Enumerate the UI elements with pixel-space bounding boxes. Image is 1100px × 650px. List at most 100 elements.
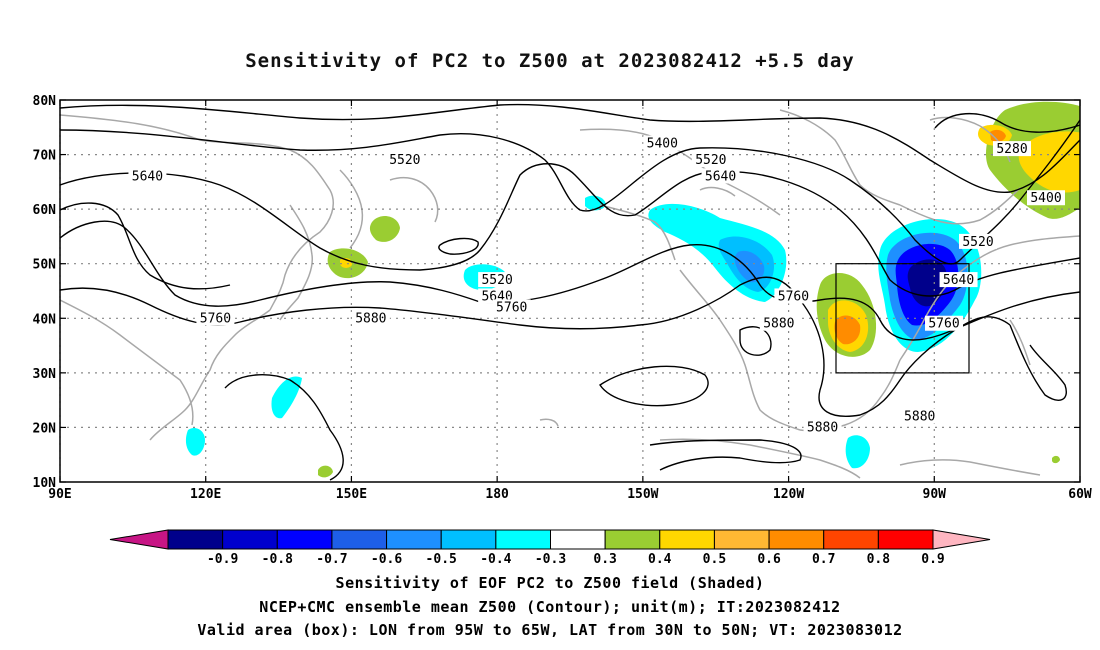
contour-label: 5520 <box>962 235 993 250</box>
contour-5640-west <box>60 202 231 290</box>
shade-negative-west-pacific <box>271 376 302 419</box>
y-tick-label: 80N <box>33 94 57 109</box>
contour-5880-low-b <box>224 374 344 481</box>
contour-label: 5760 <box>928 317 959 332</box>
colorbar-label: -0.6 <box>371 552 402 567</box>
footer-line-1: Sensitivity of EOF PC2 to Z500 field (Sh… <box>335 574 765 592</box>
contour-label-bg <box>774 288 813 304</box>
colorbar: -0.9 -0.8 -0.7 -0.6 -0.5 -0.4 -0.3 0.3 0.4 0.5 0.6… <box>109 529 991 567</box>
contour-label-bg <box>351 310 390 326</box>
contour-label-bg <box>385 152 424 168</box>
colorbar-label: -0.4 <box>480 552 511 567</box>
colorbar-label: 0.3 <box>593 552 616 567</box>
colorbar-swatch <box>877 529 934 550</box>
x-tick-label: 120E <box>190 487 221 502</box>
contour-5280 <box>934 112 1080 133</box>
colorbar-label: 0.9 <box>921 552 944 567</box>
shade-negative-pacific-northwest-core <box>734 250 765 283</box>
contour-label-bg <box>478 272 517 288</box>
contour-label: 5520 <box>481 273 512 288</box>
contour-5640-small-low <box>438 237 479 255</box>
contour-5520 <box>60 119 1080 265</box>
shade-positive-greenland-core <box>990 129 1006 143</box>
z500-contours <box>60 103 1080 481</box>
shade-positive-gulf-core <box>834 315 861 345</box>
chart-title: Sensitivity of PC2 to Z500 at 2023082412… <box>245 50 855 72</box>
colorbar-swatch <box>768 529 825 550</box>
contour-label-bg <box>803 419 842 435</box>
colorbar-swatch <box>604 529 661 550</box>
colorbar-swatch <box>440 529 497 550</box>
axis-ticks: 90E 120E 150E 180 150W 120W 90W 60W 10N 20N 30N 40N… <box>33 94 1092 502</box>
x-tick-label: 150E <box>336 487 367 502</box>
contour-label-bg <box>128 168 167 184</box>
contour-label: 5880 <box>807 420 838 435</box>
footer-line-3: Valid area (box): LON from 95W to 65W, L… <box>197 621 903 639</box>
valid-area-box <box>835 263 970 374</box>
footer-line-2: NCEP+CMC ensemble mean Z500 (Contour); u… <box>259 598 841 616</box>
contour-label-bg <box>643 135 682 151</box>
contour-label-bg <box>759 315 798 331</box>
colorbar-label: 0.5 <box>703 552 726 567</box>
contour-label-bg <box>492 299 531 315</box>
contour-5400 <box>60 103 1080 194</box>
shade-positive-west-pacific-small <box>318 465 333 478</box>
y-tick-label: 70N <box>33 149 57 164</box>
colorbar-label: -0.9 <box>207 552 238 567</box>
colorbar-low-arrow <box>109 529 169 550</box>
shade-negative-caribbean <box>845 435 870 469</box>
colorbar-swatch <box>495 529 552 550</box>
x-tick-label: 90W <box>923 487 947 502</box>
colorbar-swatch <box>276 529 333 550</box>
contour-label-bg <box>939 272 978 288</box>
shade-positive-atlantic-small <box>1052 455 1060 464</box>
contour-5880-low-a <box>599 365 709 407</box>
contour-label: 5760 <box>778 289 809 304</box>
x-tick-label: 180 <box>485 487 509 502</box>
contour-label-bg <box>701 168 740 184</box>
y-tick-label: 30N <box>33 367 57 382</box>
contour-label: 5640 <box>705 169 736 184</box>
colorbar-label: -0.8 <box>262 552 293 567</box>
shade-negative-philippines <box>185 428 205 456</box>
y-tick-label: 60N <box>33 203 57 218</box>
x-tick-label: 90E <box>48 487 71 502</box>
colorbar-label: -0.3 <box>535 552 566 567</box>
colorbar-swatch <box>823 529 879 550</box>
contour-label-bg <box>196 310 235 326</box>
contour-5880-low-c <box>739 326 772 356</box>
y-tick-label: 10N <box>33 476 57 491</box>
contour-label: 5400 <box>647 137 678 152</box>
contour-5760 <box>60 220 1080 341</box>
contour-5880-low-e <box>1009 324 1067 401</box>
colorbar-high-arrow <box>932 529 991 550</box>
contour-label: 5520 <box>389 153 420 168</box>
contour-label: 5400 <box>1030 191 1061 206</box>
coastlines <box>60 109 1080 479</box>
colorbar-swatch <box>222 529 278 550</box>
contour-label-bg <box>925 315 963 331</box>
colorbar-swatch <box>713 529 770 550</box>
contour-5880-low-d <box>649 439 802 471</box>
colorbar-swatch <box>659 529 715 550</box>
colorbar-label: -0.5 <box>426 552 457 567</box>
contour-label: 5280 <box>996 142 1027 157</box>
colorbar-label: -0.7 <box>316 552 347 567</box>
colorbar-swatch <box>331 529 388 550</box>
colorbar-swatch <box>386 529 442 550</box>
y-tick-label: 50N <box>33 258 57 273</box>
contour-label-bg <box>900 408 939 424</box>
contour-label-bg <box>993 141 1031 157</box>
y-tick-label: 20N <box>33 421 57 436</box>
contour-label: 5760 <box>496 300 527 315</box>
x-tick-label: 150W <box>627 487 658 502</box>
contour-5640 <box>60 163 1080 297</box>
colorbar-swatch <box>167 529 224 550</box>
colorbar-label: 0.4 <box>648 552 672 567</box>
contour-label: 5640 <box>943 273 974 288</box>
contour-label-bg <box>1027 190 1065 206</box>
colorbar-label: 0.7 <box>812 552 835 567</box>
x-tick-label: 120W <box>773 487 804 502</box>
contour-label: 5520 <box>695 153 726 168</box>
